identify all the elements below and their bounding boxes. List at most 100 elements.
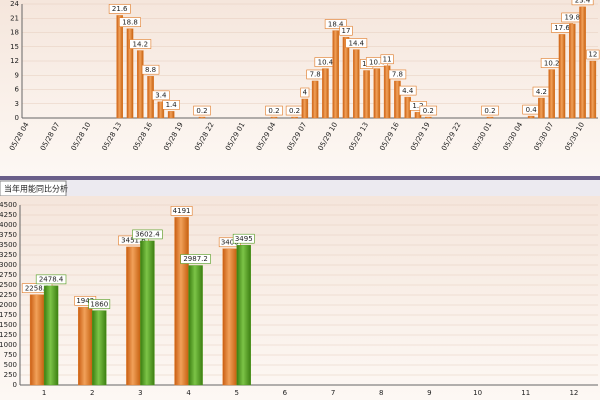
- x-tick-label: 7: [331, 389, 335, 397]
- data-label-box: [232, 233, 255, 244]
- x-tick-label: 3: [138, 389, 142, 397]
- data-label: 12: [588, 51, 597, 59]
- data-label: 0.4: [526, 106, 538, 114]
- y-tick-label: 2500: [0, 281, 17, 289]
- bar: [188, 265, 203, 386]
- x-tick-label: 11: [521, 389, 530, 397]
- bar: [569, 23, 576, 119]
- bar: [486, 116, 494, 119]
- y-tick-label: 3750: [0, 231, 17, 239]
- bar: [140, 240, 155, 386]
- bar: [126, 246, 141, 386]
- data-label-box: [324, 19, 347, 29]
- data-label: 3451.6: [121, 237, 146, 245]
- data-label-box: [265, 105, 283, 116]
- data-label-box: [141, 64, 160, 75]
- data-label: 23.4: [575, 0, 591, 5]
- data-label-box: [88, 299, 111, 309]
- x-tick-label: 4: [186, 389, 191, 397]
- bar: [332, 30, 339, 119]
- bar: [126, 28, 134, 119]
- bar: [322, 68, 329, 119]
- splitter: [0, 176, 600, 180]
- bar: [92, 310, 107, 386]
- y-tick-label: 3500: [0, 241, 17, 249]
- bar: [43, 285, 59, 386]
- bar: [342, 37, 350, 119]
- data-label: 1860: [90, 300, 108, 308]
- data-label-box: [586, 49, 600, 60]
- data-label-box: [162, 100, 180, 110]
- data-label-box: [152, 90, 170, 101]
- tab-bar: [0, 180, 600, 196]
- y-tick-label: 500: [4, 361, 17, 369]
- data-label: 14.4: [348, 39, 364, 47]
- bar: [29, 294, 45, 386]
- y-tick-label: 250: [4, 371, 17, 379]
- y-tick-label: 4250: [0, 211, 17, 219]
- y-tick-label: 12: [10, 57, 19, 65]
- data-label-box: [180, 254, 211, 264]
- data-label: 18.8: [122, 18, 138, 26]
- data-label: 1.4: [166, 101, 178, 109]
- data-label: 11: [383, 55, 392, 63]
- data-label: 18.4: [328, 20, 344, 28]
- y-tick-label: 24: [10, 0, 19, 8]
- top-panel: [0, 0, 600, 176]
- x-tick-label: 10: [473, 389, 482, 397]
- data-label-box: [108, 4, 131, 14]
- data-label-box: [129, 39, 152, 49]
- bar: [222, 248, 237, 386]
- y-tick-label: 3250: [0, 251, 17, 259]
- data-label: 7.8: [310, 71, 321, 79]
- data-label: 4191: [173, 207, 191, 215]
- data-label-box: [132, 229, 163, 240]
- y-tick-label: 0: [15, 114, 19, 122]
- bar: [291, 116, 298, 119]
- y-tick-label: 2750: [0, 271, 17, 279]
- data-label-box: [300, 87, 310, 98]
- y-tick-label: 21: [10, 14, 19, 22]
- y-tick-label: 4000: [0, 221, 17, 229]
- bar: [136, 50, 144, 119]
- bar: [548, 69, 556, 119]
- data-label: 2987.2: [183, 255, 208, 263]
- bar: [353, 49, 360, 119]
- data-label: 3495: [235, 235, 253, 243]
- y-tick-label: 1750: [0, 311, 17, 319]
- bar: [236, 244, 251, 386]
- data-label: 0.2: [268, 107, 279, 115]
- data-label: 0.2: [196, 107, 207, 115]
- bar: [579, 6, 586, 119]
- comparison-chart: 0250500750100012501500175020002250250027…: [0, 201, 598, 397]
- bar: [363, 70, 370, 119]
- data-label: 3406: [221, 238, 239, 246]
- data-label: 0.2: [423, 107, 434, 115]
- y-tick-label: 6: [15, 86, 20, 94]
- data-label: 10.4: [318, 58, 334, 66]
- data-label: 1942: [76, 297, 94, 305]
- data-label-box: [339, 25, 353, 36]
- bar: [174, 217, 189, 386]
- bar: [198, 116, 206, 119]
- x-tick-label: 12: [569, 389, 578, 397]
- y-tick-label: 15: [10, 43, 19, 51]
- bar: [558, 34, 566, 119]
- data-label-box: [398, 85, 417, 96]
- bar: [167, 111, 175, 119]
- data-label-box: [193, 105, 211, 116]
- data-label: 17: [342, 27, 351, 35]
- x-tick-label: 2: [90, 389, 94, 397]
- x-tick-label: 1: [42, 389, 46, 397]
- y-tick-label: 2000: [0, 301, 17, 309]
- y-tick-label: 1500: [0, 321, 17, 329]
- data-label: 0.2: [484, 107, 495, 115]
- data-label: 0.2: [289, 107, 300, 115]
- y-tick-label: 18: [10, 29, 19, 37]
- data-label: 4.2: [536, 88, 547, 96]
- data-label: 21.6: [112, 5, 128, 13]
- data-label-box: [388, 69, 407, 80]
- bar: [589, 60, 597, 119]
- x-tick-label: 9: [427, 389, 431, 397]
